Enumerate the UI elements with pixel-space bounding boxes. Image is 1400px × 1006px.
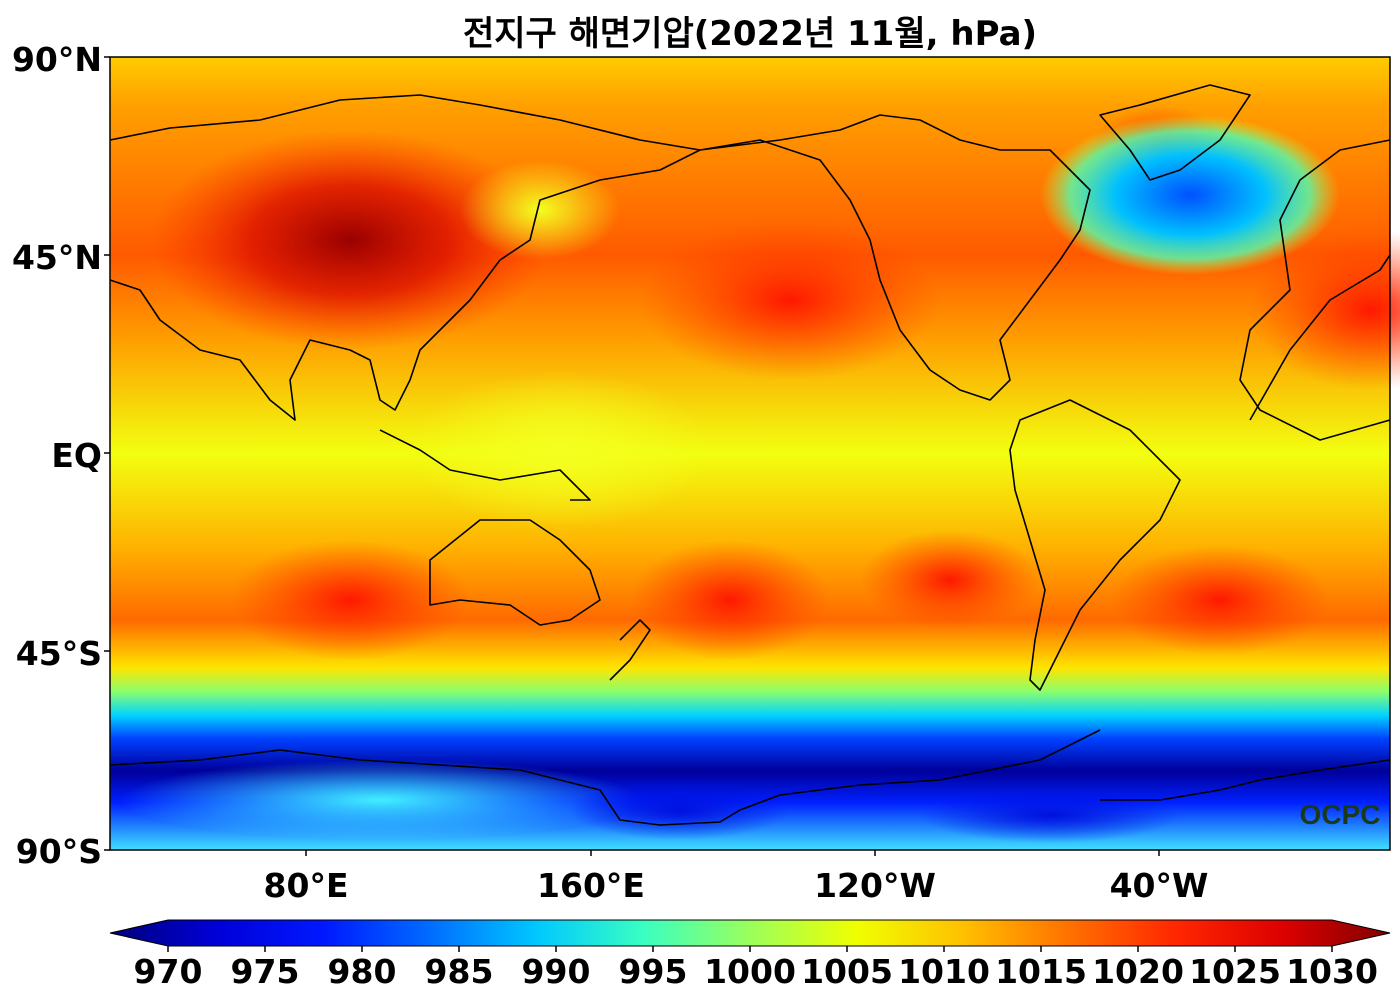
- colorbar-label: 970: [133, 952, 203, 991]
- colorbar-label: 1020: [1092, 952, 1184, 991]
- x-tick-label: 120°W: [814, 866, 936, 905]
- colorbar-label: 990: [521, 952, 591, 991]
- colorbar-label: 1025: [1189, 952, 1281, 991]
- y-tick-label: 90°S: [15, 832, 102, 871]
- x-tick-label: 80°E: [263, 866, 349, 905]
- pressure-field: [110, 57, 1400, 850]
- x-tick-label: 40°W: [1109, 866, 1209, 905]
- colorbar-label: 1005: [801, 952, 893, 991]
- colorbar-label: 1000: [704, 952, 796, 991]
- colorbar-label: 995: [618, 952, 688, 991]
- coastlines: [109, 84, 1391, 826]
- y-tick-label: 90°N: [11, 40, 102, 79]
- colorbar-label: 1015: [995, 952, 1087, 991]
- colorbar-ticks: [167, 946, 1333, 952]
- y-tick-label: 45°S: [15, 634, 102, 673]
- y-axis-ticks: [104, 56, 110, 851]
- ocpc-watermark: OCPC: [1300, 799, 1381, 830]
- colorbar: [109, 919, 1391, 952]
- colorbar-label: 1030: [1286, 952, 1378, 991]
- x-axis-ticks: [305, 850, 1160, 856]
- colorbar-label: 1010: [898, 952, 990, 991]
- colorbar-label: 985: [424, 952, 494, 991]
- map-title: 전지구 해면기압(2022년 11월, hPa): [462, 14, 1038, 54]
- y-tick-label: 45°N: [11, 238, 102, 277]
- y-tick-label: EQ: [51, 436, 102, 475]
- colorbar-label: 975: [230, 952, 300, 991]
- x-tick-label: 160°E: [537, 866, 645, 905]
- colorbar-label: 980: [327, 952, 397, 991]
